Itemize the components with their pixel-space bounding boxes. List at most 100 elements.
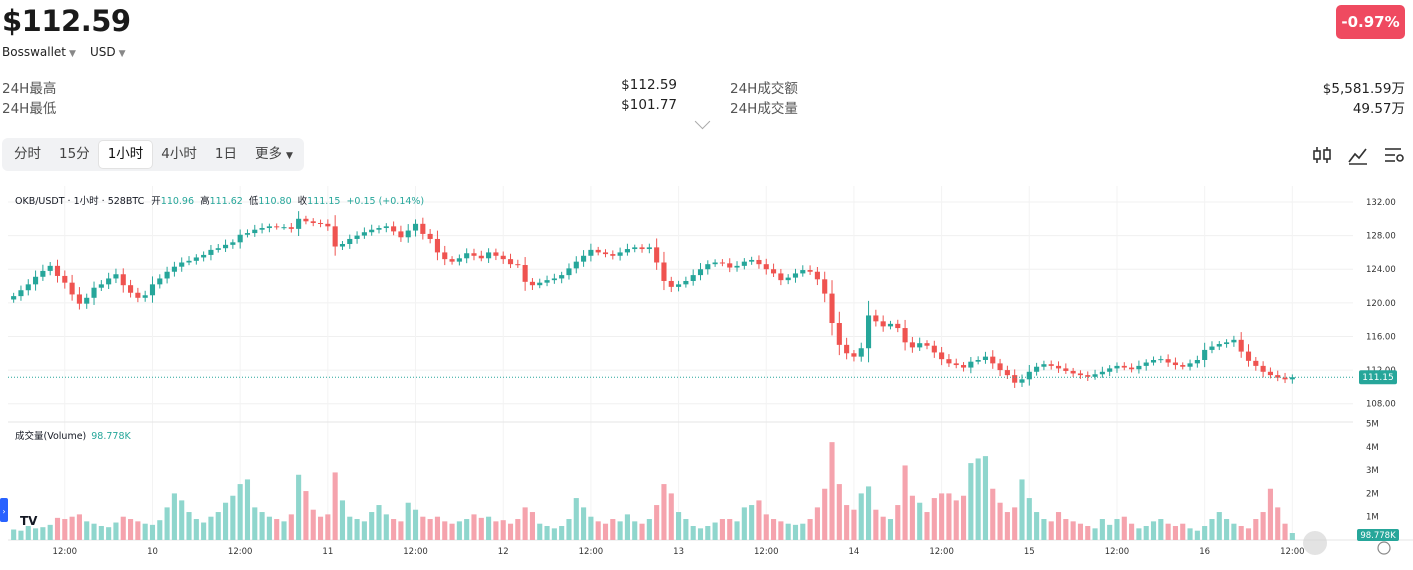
volume-bar xyxy=(288,514,294,540)
volume-bar xyxy=(581,507,587,540)
volume-bar xyxy=(895,505,901,540)
volume-bar xyxy=(953,500,959,540)
indicator-icon[interactable] xyxy=(1347,144,1369,166)
volume-bar xyxy=(1019,479,1025,540)
volume-tick-label: 4M xyxy=(1366,443,1379,453)
wallet-selector[interactable]: Bosswallet ▼ xyxy=(2,45,76,59)
candle-body xyxy=(719,262,725,264)
candle-body xyxy=(515,264,521,266)
volume-bar xyxy=(624,514,630,540)
candle-body xyxy=(478,255,484,259)
candle-body xyxy=(40,270,46,277)
candle-body xyxy=(427,233,433,239)
volume-bar xyxy=(456,521,462,540)
volume-bar xyxy=(880,516,886,540)
tab-more[interactable]: 更多 ▼ xyxy=(246,141,302,168)
candle-body xyxy=(975,360,981,362)
volume-bar xyxy=(858,493,864,540)
candle-body xyxy=(887,323,894,327)
candles xyxy=(11,211,1295,388)
volume-bar xyxy=(179,500,185,540)
candle-body xyxy=(997,363,1003,371)
chart-legend: OKB/USDT · 1小时 · 528BTC 开110.96 高111.62 … xyxy=(15,195,424,207)
candle-body xyxy=(756,259,762,265)
volume-bar xyxy=(383,514,389,540)
volume-bar xyxy=(844,505,850,540)
volume-bar xyxy=(201,522,207,540)
current-price: $112.59 xyxy=(2,4,131,38)
tab-15m[interactable]: 15分 xyxy=(59,146,90,162)
volume-bar xyxy=(486,516,492,540)
candle-body xyxy=(193,257,199,261)
candle-body xyxy=(1107,368,1113,372)
volume-bar xyxy=(771,519,777,540)
volume-bar xyxy=(712,522,718,540)
candle-body xyxy=(18,290,24,297)
volume-bar xyxy=(1121,516,1127,540)
candle-body xyxy=(1034,366,1040,372)
volume-bar xyxy=(1085,526,1091,540)
candle-body xyxy=(953,363,959,366)
volume-bar xyxy=(1143,526,1149,540)
volume-bar xyxy=(361,521,367,540)
candle-body xyxy=(456,258,462,262)
candle-body xyxy=(1238,339,1244,352)
legend-low-label: 低 xyxy=(249,195,259,207)
volume-current-tag xyxy=(1357,529,1399,541)
volume-bar xyxy=(537,523,543,540)
tab-1h[interactable]: 1小时 xyxy=(98,141,153,168)
candle-body xyxy=(551,278,557,281)
tab-4h[interactable]: 4小时 xyxy=(161,146,197,162)
currency-selector[interactable]: USD ▼ xyxy=(90,45,126,59)
volume-bar xyxy=(529,512,535,540)
candle-body xyxy=(274,226,280,228)
volume-bar xyxy=(924,512,930,540)
timezone-settings-icon[interactable] xyxy=(1377,541,1391,555)
candle-body xyxy=(1275,375,1281,378)
chart-settings-icon[interactable] xyxy=(1383,144,1405,166)
volume-bar xyxy=(91,523,97,540)
volume-bar xyxy=(610,519,616,540)
candle-settings-icon[interactable] xyxy=(1311,144,1333,166)
volume-bar xyxy=(778,521,784,540)
candle-body xyxy=(1150,360,1157,363)
tab-1d[interactable]: 1日 xyxy=(214,146,237,162)
candle-body xyxy=(361,232,367,236)
caret-down-icon: ▼ xyxy=(69,49,76,59)
volume-value: 49.57万 xyxy=(1352,101,1405,117)
candle-body xyxy=(500,255,506,260)
volume-bar xyxy=(106,527,112,540)
volume-bar xyxy=(741,507,747,540)
candle-body xyxy=(661,262,667,281)
candle-body xyxy=(25,284,31,291)
candle-body xyxy=(347,238,353,244)
volume-bar xyxy=(654,505,660,540)
candle-body xyxy=(763,264,769,270)
volume-bar xyxy=(697,528,704,540)
volume-bar xyxy=(661,484,667,540)
candle-body xyxy=(1172,362,1178,366)
tab-timeline[interactable]: 分时 xyxy=(14,146,41,162)
candle-body xyxy=(785,277,791,281)
legend-change: +0.15 (+0.14%) xyxy=(346,196,424,207)
wallet-label: Bosswallet xyxy=(2,45,67,59)
candle-body xyxy=(325,223,331,227)
candle-body xyxy=(128,285,134,293)
collapse-handle[interactable] xyxy=(0,498,8,522)
candle-body xyxy=(332,226,338,247)
candle-body xyxy=(705,264,711,270)
candle-body xyxy=(917,343,923,348)
candle-body xyxy=(1099,371,1105,375)
candle-body xyxy=(464,253,470,259)
candle-body xyxy=(1041,364,1047,367)
candle-body xyxy=(573,261,579,269)
expand-chevron-icon[interactable] xyxy=(694,113,711,130)
volume-tick-label: 1M xyxy=(1366,513,1379,523)
price-chart[interactable]: 132.00128.00124.00120.00116.00112.00108.… xyxy=(0,186,1413,570)
candle-body xyxy=(434,238,441,253)
candle-body xyxy=(544,280,550,283)
candle-body xyxy=(873,315,879,322)
low-label: 24H最低 xyxy=(2,101,57,117)
volume-bar xyxy=(259,512,265,540)
legend-close: 111.15 xyxy=(307,196,340,207)
